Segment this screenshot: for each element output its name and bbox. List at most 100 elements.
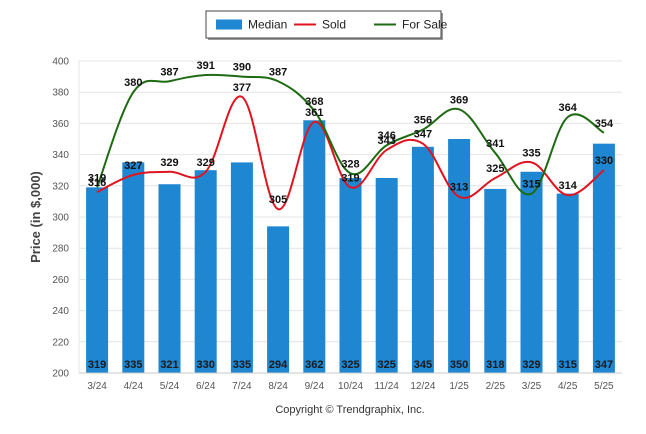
x-tick-label: 10/24 <box>338 381 363 392</box>
for-sale-point-label: 380 <box>124 77 142 89</box>
median-bar-label: 345 <box>414 359 432 371</box>
median-bar-label: 315 <box>559 359 577 371</box>
y-tick-label: 320 <box>52 181 69 192</box>
median-bar <box>448 139 471 373</box>
axes: 200 220 240 260 280 300 320 340 360 380 400 3/24 4/2… <box>52 57 622 392</box>
median-bar <box>158 184 181 373</box>
median-bar <box>194 170 217 373</box>
median-bar-label: 325 <box>341 359 359 371</box>
median-bar-label: 335 <box>233 359 251 371</box>
median-bar <box>592 143 615 373</box>
legend: Median Sold For Sale <box>205 10 448 40</box>
sold-point-label: 314 <box>559 180 578 192</box>
x-tick-label: 9/24 <box>305 381 325 392</box>
for-sale-point-label: 368 <box>305 96 323 108</box>
for-sale-point-label: 387 <box>160 66 178 78</box>
for-sale-point-label: 390 <box>233 62 251 74</box>
median-bar-label: 319 <box>88 359 106 371</box>
median-bar-label: 321 <box>160 359 178 371</box>
x-tick-label: 4/25 <box>558 381 578 392</box>
x-tick-label: 1/25 <box>449 381 469 392</box>
y-tick-label: 280 <box>52 244 69 255</box>
y-tick-label: 360 <box>52 119 69 130</box>
for-sale-point-label: 387 <box>269 66 287 78</box>
sold-point-label: 327 <box>124 160 142 172</box>
for-sale-point-label: 364 <box>559 102 578 114</box>
sold-point-label: 325 <box>486 163 504 175</box>
median-bar <box>267 226 290 373</box>
sold-point-label: 305 <box>269 194 287 206</box>
for-sale-point-label: 369 <box>450 94 468 106</box>
y-tick-label: 260 <box>52 275 69 286</box>
x-tick-label: 6/24 <box>196 381 216 392</box>
y-tick-label: 240 <box>52 306 69 317</box>
y-tick-label: 200 <box>52 369 69 380</box>
for-sale-point-label: 356 <box>414 115 432 127</box>
sold-point-label: 343 <box>378 135 396 147</box>
median-bar <box>86 187 109 373</box>
x-tick-label: 5/25 <box>594 381 614 392</box>
median-bar <box>375 178 398 373</box>
median-bar <box>339 178 362 373</box>
x-tick-label: 8/24 <box>268 381 288 392</box>
for-sale-point-label: 354 <box>595 118 614 130</box>
median-bar-label: 335 <box>124 359 142 371</box>
y-axis-label: Price (in $,000) <box>28 171 43 263</box>
median-bar-label: 350 <box>450 359 468 371</box>
median-bar-label: 330 <box>197 359 215 371</box>
median-bar <box>520 171 543 373</box>
median-bars <box>86 120 615 373</box>
y-tick-label: 300 <box>52 213 69 224</box>
legend-box <box>205 10 442 39</box>
for-sale-point-label: 391 <box>197 60 215 72</box>
median-bar <box>556 193 579 373</box>
for-sale-point-label: 328 <box>341 158 359 170</box>
sold-point-label: 313 <box>450 182 468 194</box>
y-tick-label: 220 <box>52 337 69 348</box>
sold-line <box>96 95 605 211</box>
x-tick-label: 3/25 <box>522 381 542 392</box>
sold-point-label: 330 <box>595 155 613 167</box>
median-bar <box>303 120 326 373</box>
median-bar-label: 329 <box>522 359 540 371</box>
x-tick-label: 2/25 <box>486 381 506 392</box>
sold-point-label: 329 <box>160 157 178 169</box>
median-bar <box>484 188 507 373</box>
median-bar-label: 294 <box>269 359 288 371</box>
legend-swatch-median <box>216 19 242 30</box>
x-tick-label: 3/24 <box>87 381 107 392</box>
trend-lines <box>96 73 605 211</box>
sold-point-label: 319 <box>341 172 359 184</box>
copyright-text: Copyright © Trendgraphix, Inc. <box>275 404 424 416</box>
median-bar-label: 362 <box>305 359 323 371</box>
y-tick-label: 400 <box>52 57 69 68</box>
x-tick-label: 5/24 <box>160 381 180 392</box>
median-bar-label: 325 <box>378 359 396 371</box>
for-sale-point-label: 315 <box>522 179 540 191</box>
sold-point-label: 361 <box>305 107 323 119</box>
for-sale-point-label: 341 <box>486 138 504 150</box>
x-tick-label: 11/24 <box>375 381 400 392</box>
for-sale-line <box>96 73 605 196</box>
sold-point-label: 347 <box>414 129 432 141</box>
x-tick-label: 4/24 <box>124 381 144 392</box>
median-bar-label: 347 <box>595 359 613 371</box>
x-tick-label: 7/24 <box>232 381 252 392</box>
median-bar <box>122 162 145 373</box>
sold-point-label: 316 <box>88 177 106 189</box>
y-tick-label: 340 <box>52 150 69 161</box>
legend-entry-label: Median <box>248 18 287 32</box>
sold-point-label: 335 <box>522 147 540 159</box>
legend-entry-label: Sold <box>322 18 346 32</box>
for-sale-point-label: 319 <box>88 172 106 184</box>
median-bar <box>411 146 434 373</box>
median-bar-label: 318 <box>486 359 504 371</box>
sold-point-label: 377 <box>233 82 251 94</box>
data-labels: 319 335 321 330 335 294 362 325 325 345 350 318 329 3… <box>88 60 614 371</box>
for-sale-point-label: 346 <box>378 130 396 142</box>
x-tick-label: 12/24 <box>410 381 435 392</box>
median-bar <box>230 162 253 373</box>
y-tick-label: 380 <box>52 88 69 99</box>
